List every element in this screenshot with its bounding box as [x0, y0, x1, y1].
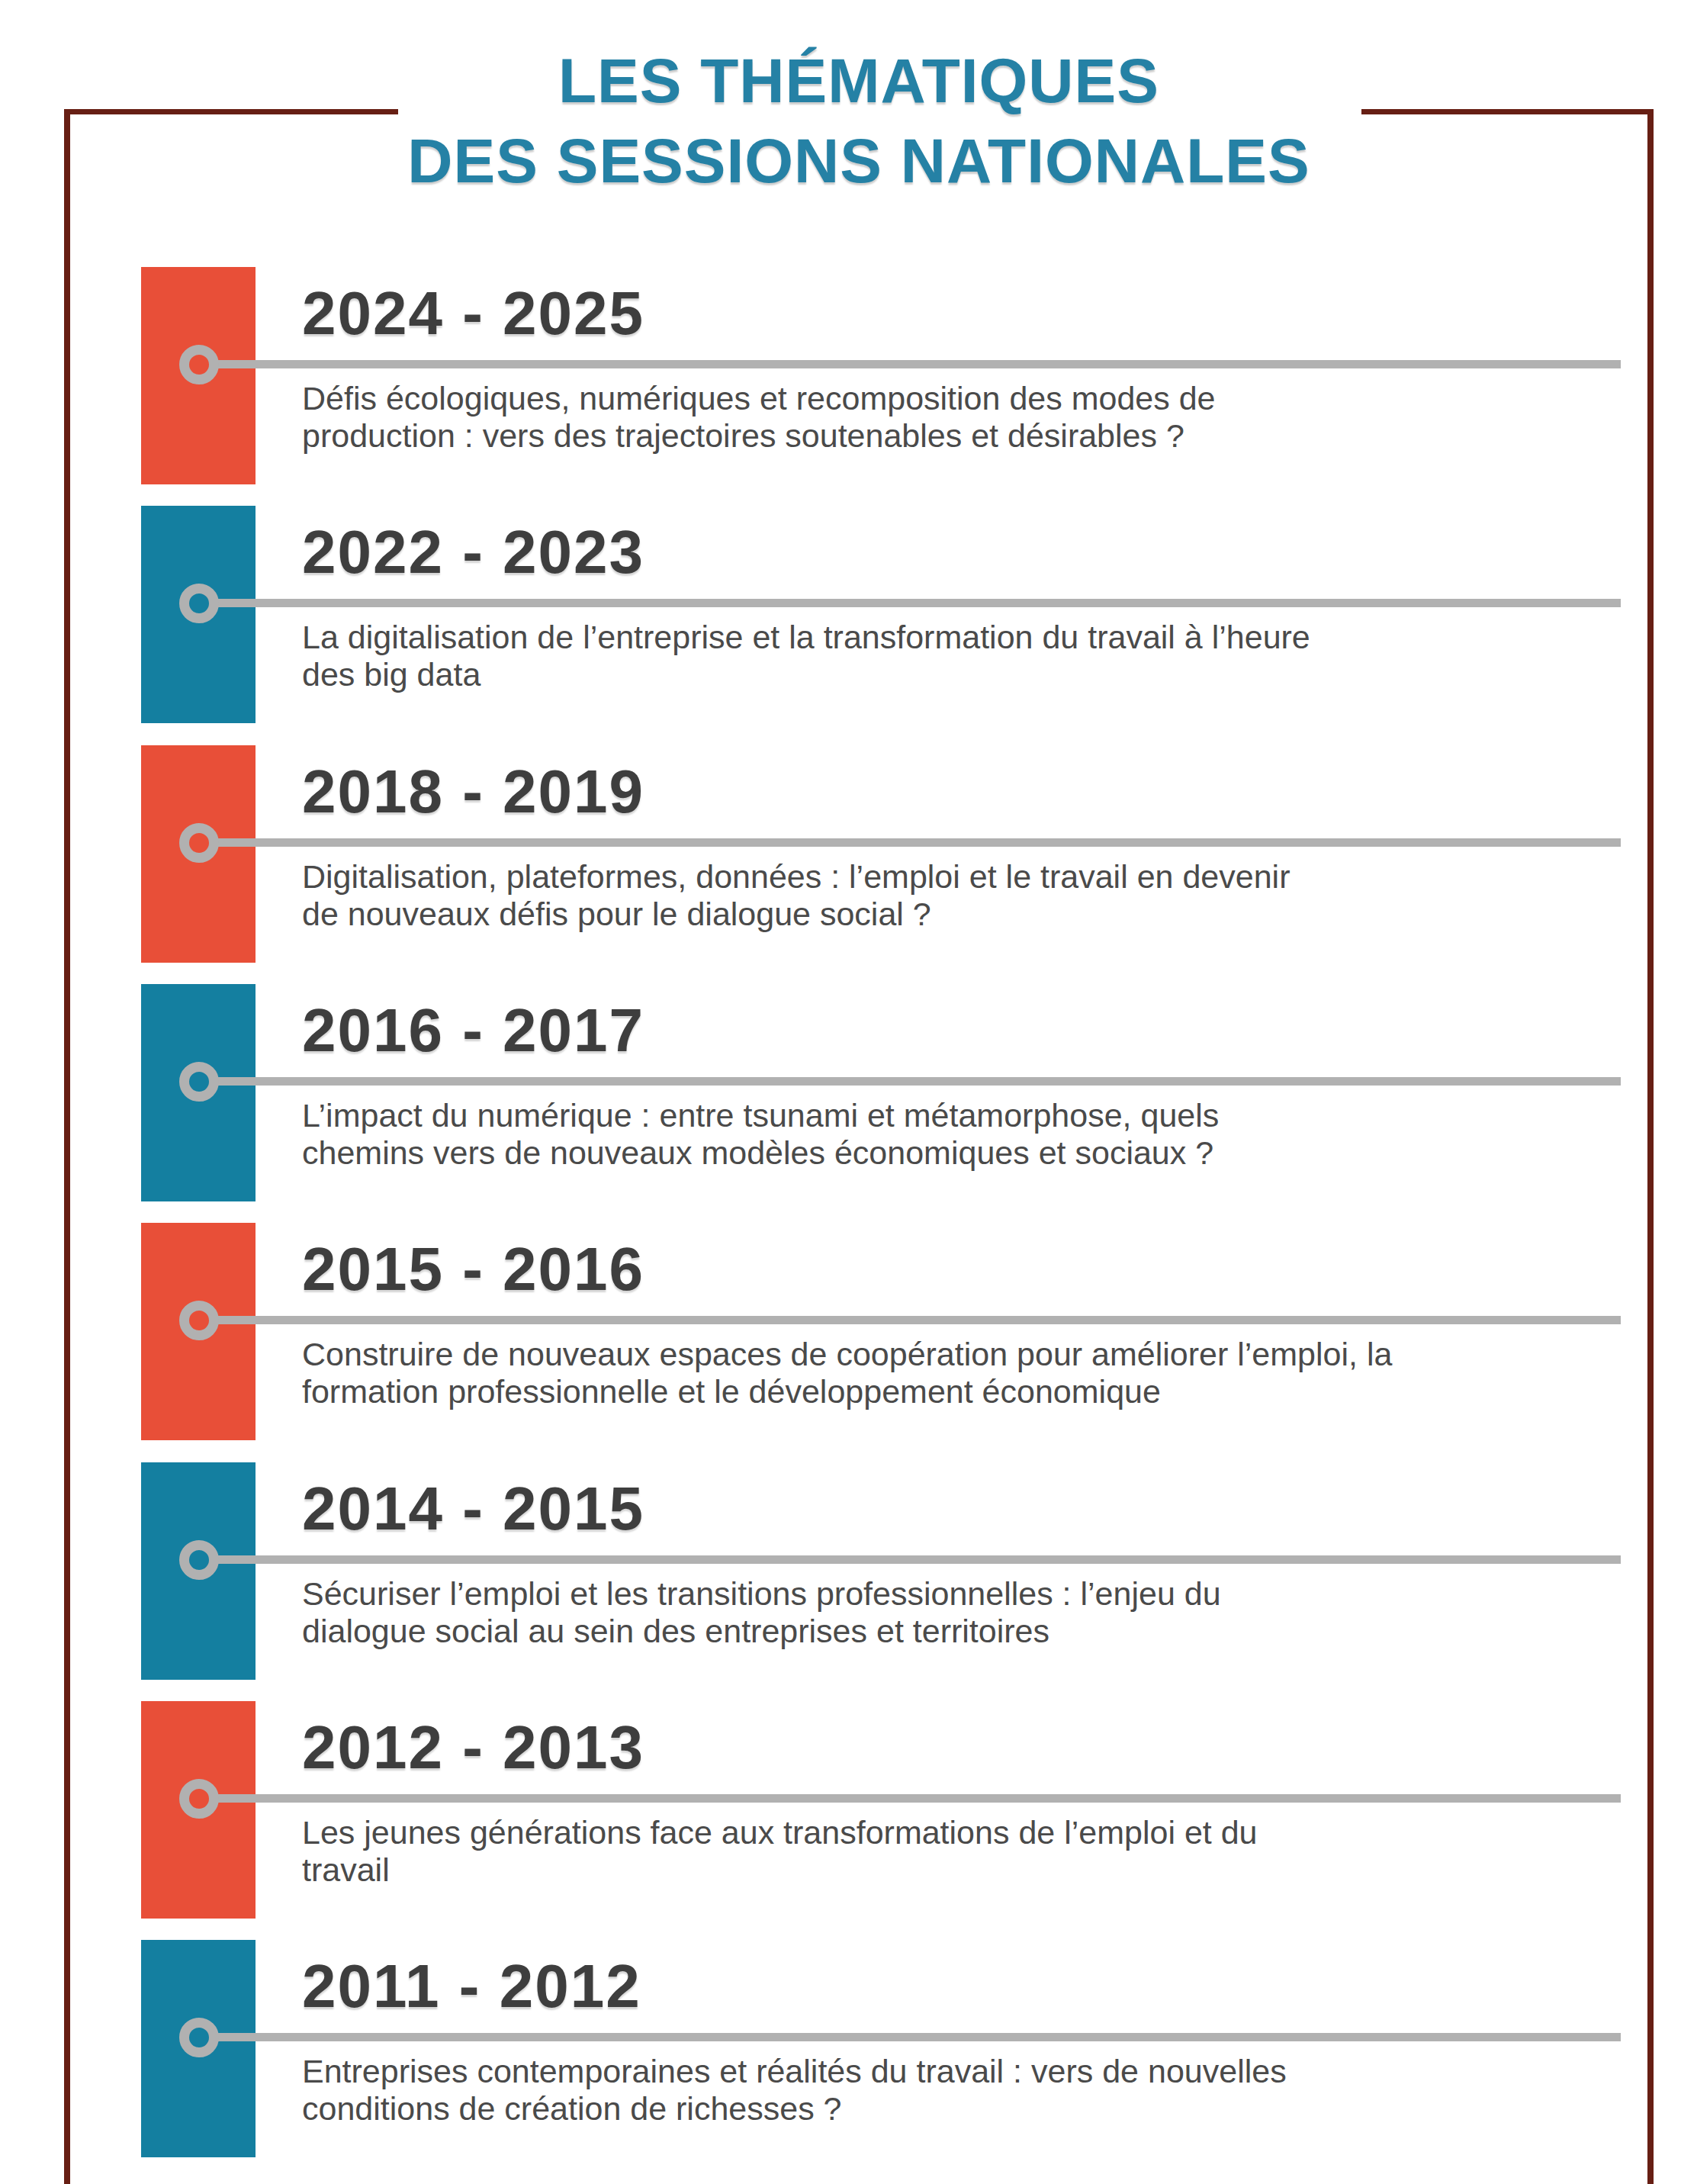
- description-line: Digitalisation, plateformes, données : l…: [302, 858, 1290, 896]
- year-range-heading: 2022 - 2023: [302, 522, 644, 583]
- timeline-marker-icon: [179, 345, 219, 384]
- year-range-heading: 2014 - 2015: [302, 1478, 644, 1539]
- session-theme-description: Sécuriser l’emploi et les transitions pr…: [302, 1575, 1221, 1650]
- timeline-entry: 2024 - 2025 Défis écologiques, numérique…: [0, 267, 1681, 484]
- year-range-heading: 2015 - 2016: [302, 1239, 644, 1300]
- timeline-marker-icon: [179, 1301, 219, 1340]
- timeline-line: [217, 599, 1621, 607]
- timeline-marker-icon: [179, 1062, 219, 1102]
- timeline-marker-icon: [179, 1540, 219, 1580]
- timeline-entry: 2022 - 2023 La digitalisation de l’entre…: [0, 506, 1681, 723]
- timeline-entry: 2018 - 2019 Digitalisation, plateformes,…: [0, 745, 1681, 963]
- timeline-marker-icon: [179, 823, 219, 863]
- timeline-entry: 2012 - 2013 Les jeunes générations face …: [0, 1701, 1681, 1919]
- page-title-line2: DES SESSIONS NATIONALES: [407, 126, 1310, 195]
- session-theme-description: Les jeunes générations face aux transfor…: [302, 1814, 1258, 1889]
- year-range-heading: 2011 - 2012: [302, 1956, 641, 2017]
- timeline-line: [217, 2033, 1621, 2041]
- description-line: conditions de création de richesses ?: [302, 2090, 1287, 2128]
- description-line: des big data: [302, 656, 1310, 693]
- timeline-marker-icon: [179, 2018, 219, 2057]
- session-theme-description: La digitalisation de l’entreprise et la …: [302, 619, 1310, 693]
- year-range-heading: 2024 - 2025: [302, 283, 644, 344]
- description-line: dialogue social au sein des entreprises …: [302, 1613, 1221, 1650]
- session-theme-description: Construire de nouveaux espaces de coopér…: [302, 1336, 1392, 1410]
- timeline-entry: 2011 - 2012 Entreprises contemporaines e…: [0, 1940, 1681, 2157]
- session-theme-description: Digitalisation, plateformes, données : l…: [302, 858, 1290, 933]
- timeline-line: [217, 838, 1621, 847]
- description-line: Construire de nouveaux espaces de coopér…: [302, 1336, 1392, 1373]
- description-line: La digitalisation de l’entreprise et la …: [302, 619, 1310, 656]
- description-line: Sécuriser l’emploi et les transitions pr…: [302, 1575, 1221, 1613]
- session-theme-description: Entreprises contemporaines et réalités d…: [302, 2053, 1287, 2128]
- session-theme-description: L’impact du numérique : entre tsunami et…: [302, 1097, 1219, 1172]
- description-line: travail: [302, 1851, 1258, 1889]
- year-range-heading: 2016 - 2017: [302, 1000, 644, 1061]
- timeline-line: [217, 1077, 1621, 1086]
- description-line: de nouveaux défis pour le dialogue socia…: [302, 896, 1290, 933]
- timeline-entry: 2016 - 2017 L’impact du numérique : entr…: [0, 984, 1681, 1201]
- year-range-heading: 2012 - 2013: [302, 1717, 644, 1778]
- description-line: Les jeunes générations face aux transfor…: [302, 1814, 1258, 1851]
- session-theme-description: Défis écologiques, numériques et recompo…: [302, 380, 1216, 455]
- timeline-entry: 2015 - 2016 Construire de nouveaux espac…: [0, 1223, 1681, 1440]
- description-line: Défis écologiques, numériques et recompo…: [302, 380, 1216, 417]
- timeline-marker-icon: [179, 584, 219, 623]
- timeline-line: [217, 1794, 1621, 1803]
- infographic-page: LES THÉMATIQUES DES SESSIONS NATIONALES …: [0, 0, 1681, 2184]
- timeline-entry: 2014 - 2015 Sécuriser l’emploi et les tr…: [0, 1462, 1681, 1680]
- page-title: LES THÉMATIQUES DES SESSIONS NATIONALES: [64, 40, 1654, 201]
- description-line: formation professionnelle et le développ…: [302, 1373, 1392, 1410]
- timeline-line: [217, 1316, 1621, 1324]
- description-line: chemins vers de nouveaux modèles économi…: [302, 1134, 1219, 1172]
- timeline-marker-icon: [179, 1779, 219, 1819]
- description-line: Entreprises contemporaines et réalités d…: [302, 2053, 1287, 2090]
- year-range-heading: 2018 - 2019: [302, 761, 644, 822]
- page-title-line1: LES THÉMATIQUES: [558, 46, 1159, 115]
- description-line: production : vers des trajectoires soute…: [302, 417, 1216, 455]
- timeline-line: [217, 1555, 1621, 1564]
- description-line: L’impact du numérique : entre tsunami et…: [302, 1097, 1219, 1134]
- timeline-line: [217, 360, 1621, 368]
